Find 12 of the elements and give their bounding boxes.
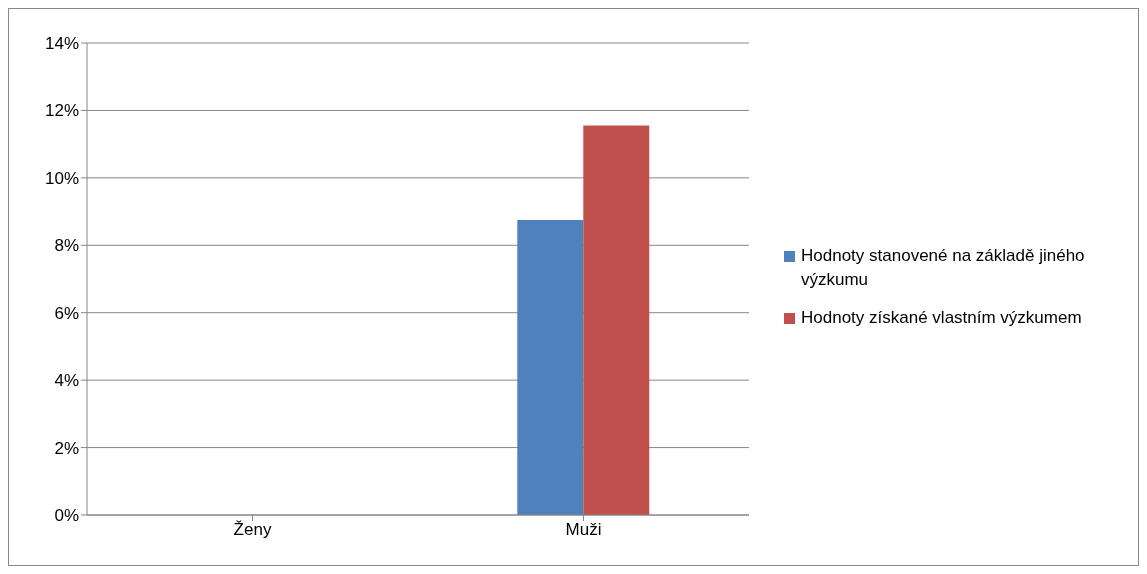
y-tick-label: 4% xyxy=(54,371,79,391)
legend-label: Hodnoty stanovené na základě jiného výzkumu xyxy=(801,245,1086,291)
y-tick-label: 0% xyxy=(54,506,79,526)
y-tick-label: 14% xyxy=(44,34,79,54)
y-tick-label: 2% xyxy=(54,438,79,458)
legend-label: Hodnoty získané vlastním výzkumem xyxy=(801,307,1082,329)
y-tick-label: 8% xyxy=(54,236,79,256)
y-tick-label: 12% xyxy=(44,101,79,121)
x-tick-label: Ženy xyxy=(233,520,272,540)
x-tick-label: Muži xyxy=(565,520,602,540)
y-tick-label: 6% xyxy=(54,303,79,323)
y-tick-label: 10% xyxy=(44,168,79,188)
